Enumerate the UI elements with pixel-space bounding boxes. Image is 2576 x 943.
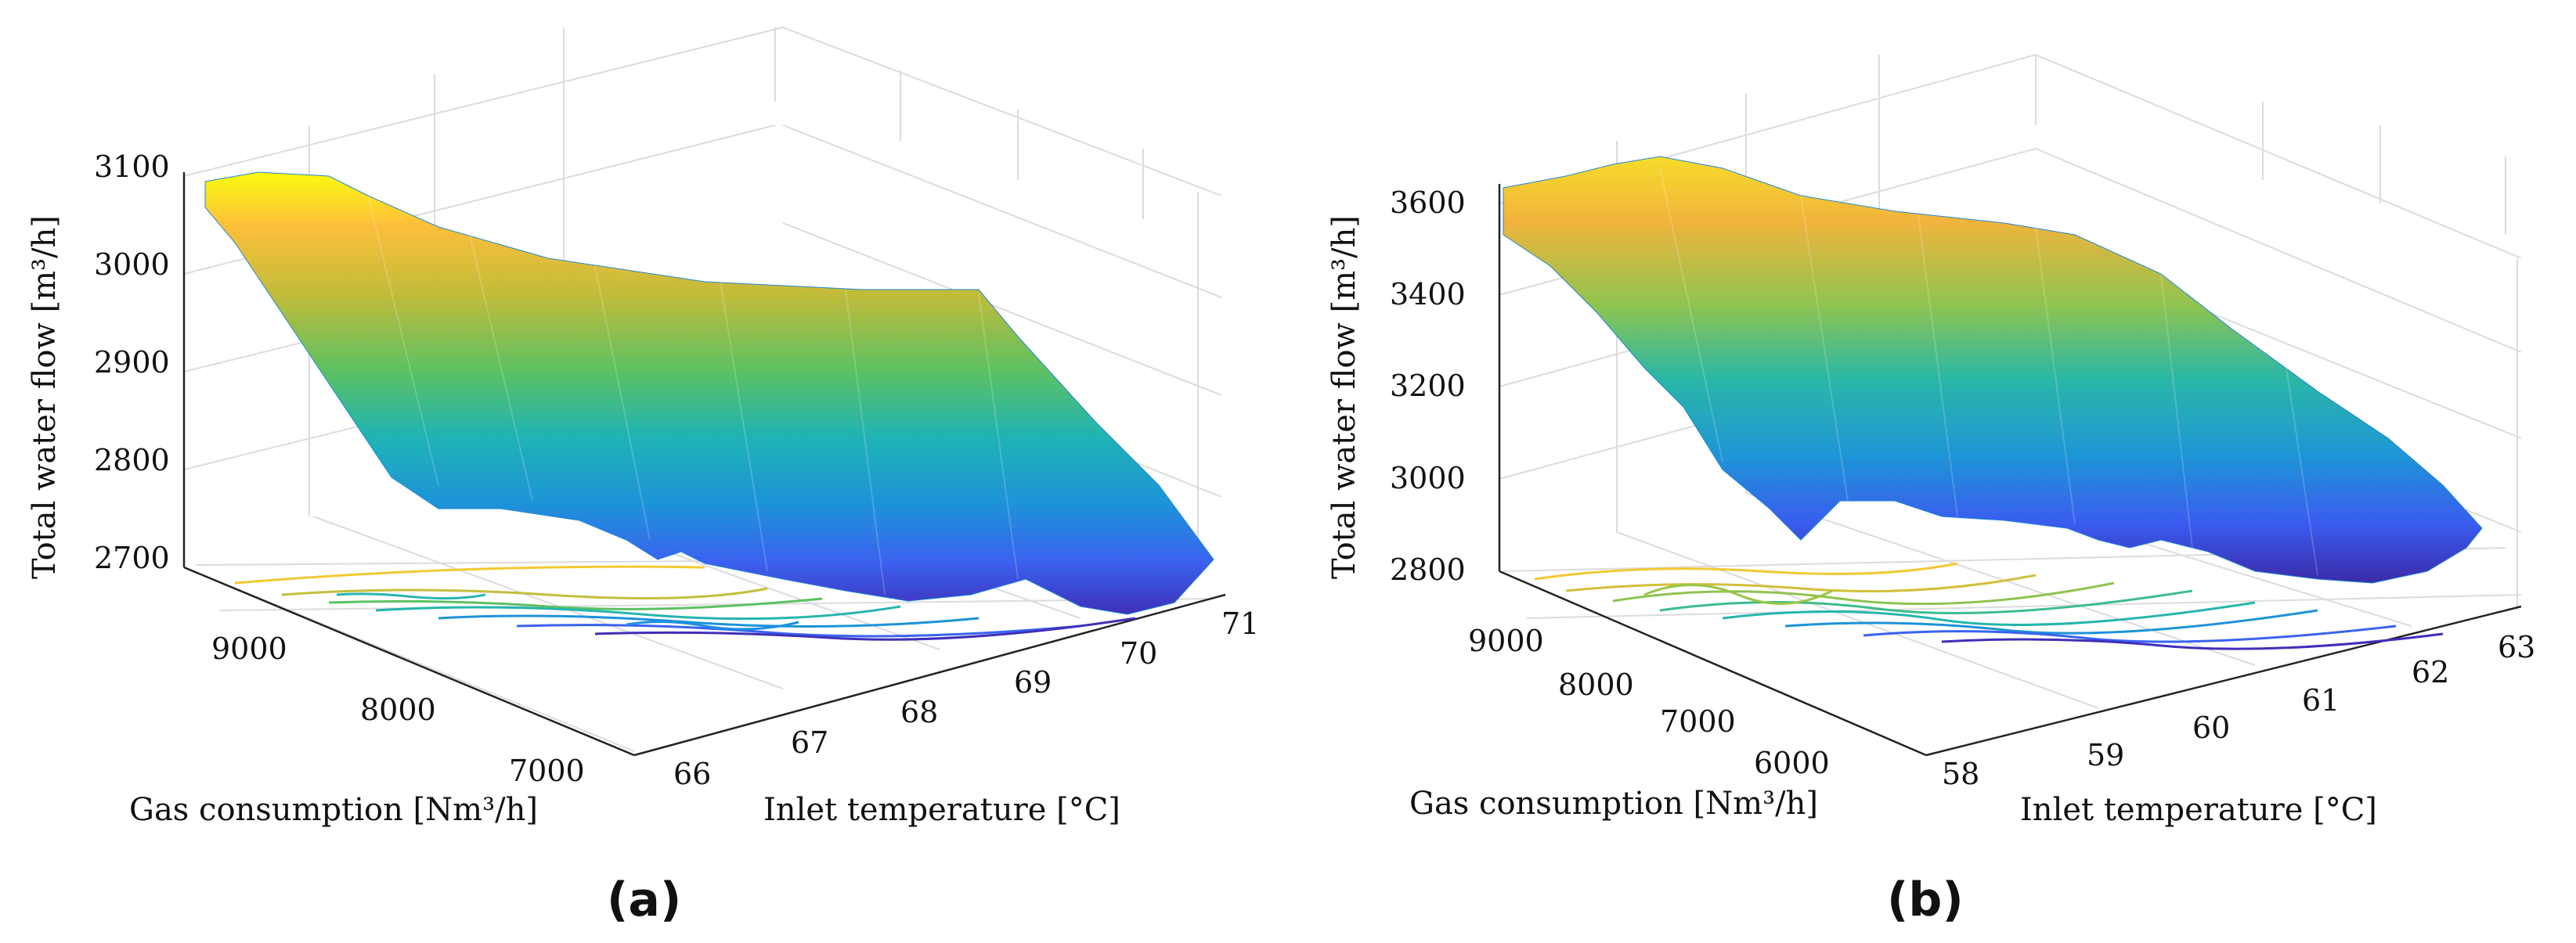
z-tick-label: 3100 (94, 149, 170, 184)
x-tick-label: 60 (2192, 711, 2230, 745)
surface-b (1503, 156, 2483, 584)
x-tick-label: 67 (791, 725, 828, 760)
axes-a (182, 172, 1226, 757)
z-tick-label: 3600 (1390, 185, 1466, 220)
y-tick-label: 6000 (1754, 746, 1830, 780)
chart-panel-a: 3100 3000 2900 2800 2700 9000 8000 7000 … (27, 27, 1259, 927)
z-tick-label: 2800 (94, 443, 170, 477)
y-tick-label: 7000 (509, 754, 585, 788)
x-axis-label-a: Inlet temperature [°C] (763, 792, 1120, 828)
z-tick-label: 2700 (94, 541, 170, 575)
z-axis-label-b: Total water flow [m³/h] (1326, 215, 1362, 579)
contours-a (234, 565, 1136, 641)
x-tick-label: 61 (2302, 683, 2340, 718)
z-tick-label: 2800 (1390, 552, 1466, 587)
y-tick-label: 8000 (1558, 668, 1634, 702)
y-axis-label-b: Gas consumption [Nm³/h] (1409, 786, 1818, 822)
y-tick-labels-b: 9000 8000 7000 6000 (1468, 624, 1830, 780)
x-tick-label: 66 (673, 757, 711, 791)
z-tick-label: 3000 (94, 247, 170, 282)
z-tick-label: 3200 (1390, 369, 1466, 403)
z-tick-labels-a: 3100 3000 2900 2800 2700 (94, 149, 170, 575)
z-axis-label-a: Total water flow [m³/h] (27, 215, 63, 579)
x-tick-label: 71 (1221, 606, 1259, 641)
z-tick-labels-b: 3600 3400 3200 3000 2800 (1390, 185, 1466, 587)
panel-label-a: (a) (607, 873, 681, 927)
x-axis-label-b: Inlet temperature [°C] (2020, 792, 2377, 828)
z-tick-label: 3400 (1390, 277, 1466, 311)
axes-b (1498, 184, 2522, 757)
x-tick-label: 62 (2412, 655, 2449, 689)
panel-label-b: (b) (1887, 873, 1964, 927)
y-tick-label: 8000 (360, 693, 436, 727)
x-tick-labels-a: 66 67 68 69 70 71 (673, 606, 1259, 791)
surface-a (204, 171, 1214, 615)
x-tick-label: 58 (1942, 757, 1979, 791)
x-tick-label: 59 (2087, 738, 2124, 772)
y-tick-label: 9000 (211, 632, 287, 666)
y-tick-label: 7000 (1660, 704, 1736, 739)
contours-b (1534, 562, 2444, 650)
y-tick-label: 9000 (1468, 624, 1544, 658)
z-tick-label: 3000 (1390, 461, 1466, 495)
x-tick-labels-b: 58 59 60 61 62 63 (1942, 630, 2535, 791)
x-tick-label: 68 (900, 695, 938, 729)
x-tick-label: 63 (2498, 630, 2535, 664)
y-tick-labels-a: 9000 8000 7000 (211, 632, 585, 788)
y-axis-label-a: Gas consumption [Nm³/h] (129, 792, 538, 828)
z-tick-label: 2900 (94, 345, 170, 380)
chart-panel-b: 3600 3400 3200 3000 2800 9000 8000 7000 … (1326, 54, 2535, 927)
x-tick-label: 69 (1014, 665, 1052, 700)
x-tick-label: 70 (1120, 636, 1157, 671)
